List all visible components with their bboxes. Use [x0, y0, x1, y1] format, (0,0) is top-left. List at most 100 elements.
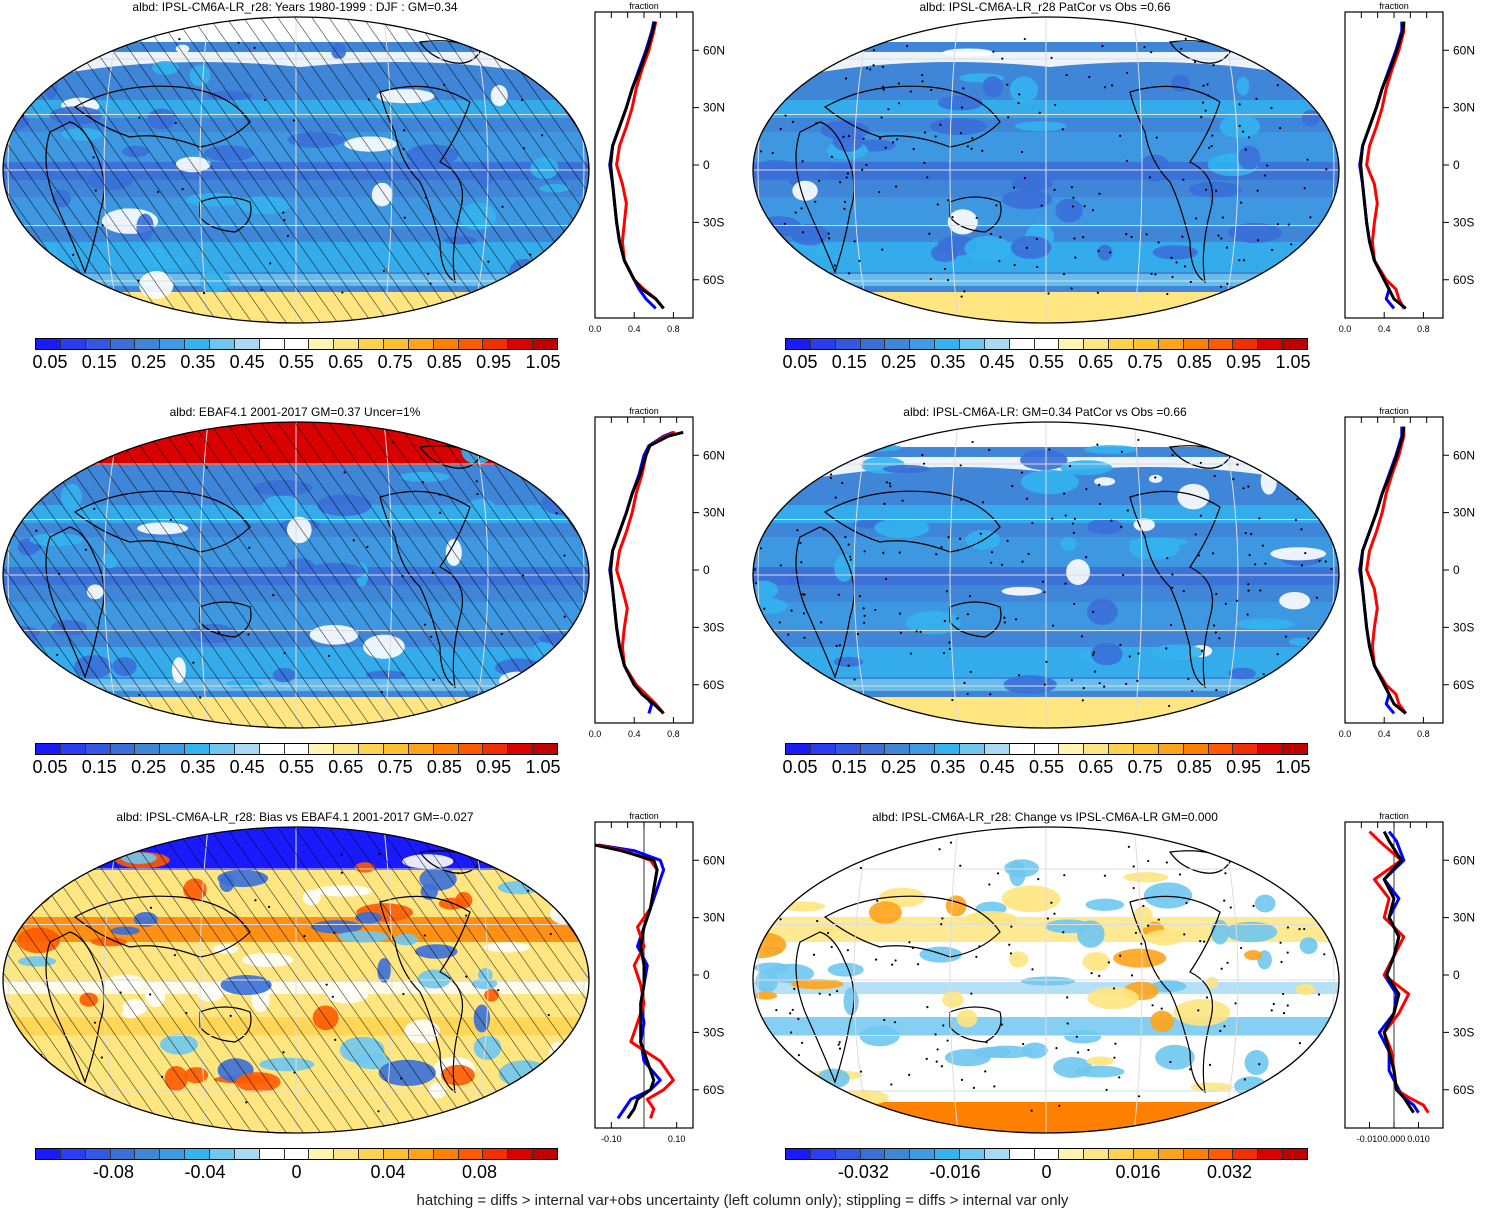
colorbar-swatch: [309, 744, 335, 754]
colorbar-label: 0: [291, 1162, 302, 1182]
colorbar-label: 0.55: [1028, 757, 1065, 777]
colorbar-label: 0.15: [81, 352, 117, 372]
zonal-profile: fraction 60N 30N 0 30S 60S 0.0 0.4 0.8: [1339, 406, 1475, 739]
colorbar-swatch: [185, 339, 211, 349]
lat-tick-label: 60S: [1453, 273, 1474, 287]
x-tick-label: 0.8: [667, 324, 680, 334]
colorbar-swatch: [860, 1149, 886, 1159]
map-title: albd: IPSL-CM6A-LR_r28: Change vs IPSL-C…: [872, 810, 1218, 824]
colorbar-swatch: [860, 744, 886, 754]
colorbar-swatch: [835, 1149, 861, 1159]
lat-tick-label: 0: [1453, 563, 1460, 577]
x-tick-label: -0.10: [601, 1134, 622, 1144]
colorbar-swatch: [60, 339, 86, 349]
colorbar-label: 0.75: [1127, 757, 1163, 777]
colorbar-swatch: [284, 744, 310, 754]
colorbar-swatch: [433, 339, 459, 349]
colorbar-swatch: [960, 1149, 985, 1159]
x-tick-label: 0.0: [1339, 729, 1352, 739]
colorbar-swatch: [935, 339, 961, 349]
colorbar-label: 0.75: [377, 352, 413, 372]
colorbar-swatch: [458, 744, 484, 754]
colorbar-swatch: [433, 744, 459, 754]
colorbar-swatch: [36, 744, 61, 754]
colorbar-swatch: [408, 339, 434, 349]
lat-tick-label: 0: [703, 158, 710, 172]
colorbar-label: 0.35: [930, 757, 966, 777]
colorbar-swatch: [1233, 1149, 1259, 1159]
x-tick-label: 0.0: [589, 324, 602, 334]
x-tick-label: 0.0: [1339, 324, 1352, 334]
colorbar-swatch: [85, 339, 111, 349]
colorbar-label: 0.032: [1207, 1162, 1253, 1182]
lat-tick-label: 60N: [703, 43, 725, 57]
map-title: albd: IPSL-CM6A-LR_r28: Years 1980-1999 …: [132, 0, 458, 14]
x-tick-label: 0.010: [1407, 1134, 1430, 1144]
colorbar-swatch: [359, 744, 385, 754]
lat-tick-label: 0: [703, 563, 710, 577]
lat-tick-label: 30N: [703, 911, 725, 925]
x-tick-label: -0.010: [1357, 1134, 1383, 1144]
colorbar-swatch: [1059, 744, 1085, 754]
colorbar-swatch: [1084, 744, 1110, 754]
colorbar-swatch: [234, 339, 260, 349]
colorbar-label: 0.45: [229, 352, 265, 372]
colorbar-swatch: [508, 744, 534, 754]
colorbar-label: 0.85: [426, 352, 462, 372]
colorbar-swatch: [1109, 744, 1135, 754]
colorbar-swatch: [334, 744, 360, 754]
colorbar-swatch: [110, 339, 136, 349]
map-title: albd: IPSL-CM6A-LR_r28 PatCor vs Obs =0.…: [919, 0, 1171, 14]
colorbar-swatch: [1183, 339, 1209, 349]
colorbar-swatch: [1158, 339, 1184, 349]
colorbar-swatch: [533, 339, 558, 349]
colorbar-swatch: [334, 1149, 360, 1159]
colorbar-label: 0.95: [476, 352, 512, 372]
colorbar-swatch: [508, 1149, 534, 1159]
colorbar-label: 0.95: [1226, 757, 1262, 777]
lat-tick-label: 60N: [1453, 448, 1475, 462]
colorbar-label: 0.65: [328, 757, 364, 777]
lat-tick-label: 60N: [703, 853, 725, 867]
colorbar-swatch: [835, 744, 861, 754]
zonal-profile: fraction 60N 30N 0 30S 60S 0.0 0.4 0.8: [589, 1, 725, 334]
colorbar-swatch: [1183, 744, 1209, 754]
x-tick-label: 0.8: [667, 729, 680, 739]
colorbar-label: -0.08: [92, 1162, 134, 1182]
zonal-profile: fraction 60N 30N 0 30S 60S 0.0 0.4 0.8: [589, 406, 725, 739]
panel-p1: albd: IPSL-CM6A-LR_r28: Years 1980-1999 …: [0, 0, 745, 400]
profile-label: fraction: [629, 406, 659, 416]
colorbar-label: 1.05: [525, 757, 561, 777]
colorbar-swatch: [1283, 744, 1308, 754]
panel-p3: albd: EBAF4.1 2001-2017 GM=0.37 Uncer=1%…: [0, 405, 745, 805]
colorbar-swatch: [408, 1149, 434, 1159]
lat-tick-label: 0: [703, 968, 710, 982]
colorbar-swatch: [786, 744, 811, 754]
colorbar-label: -0.04: [184, 1162, 226, 1182]
colorbar-swatch: [259, 339, 285, 349]
colorbar-label: 0.15: [81, 757, 117, 777]
colorbar-swatch: [160, 744, 186, 754]
colorbar-label: 0.05: [782, 352, 818, 372]
colorbar-swatch: [1233, 744, 1259, 754]
lat-tick-label: 30N: [1453, 911, 1475, 925]
colorbar-label: 0: [1041, 1162, 1052, 1182]
lat-tick-label: 30N: [703, 101, 725, 115]
colorbar-swatch: [786, 1149, 811, 1159]
colorbar-swatch: [259, 1149, 285, 1159]
lat-tick-label: 60N: [1453, 43, 1475, 57]
colorbar-label: 0.55: [278, 757, 315, 777]
colorbar-swatch: [786, 339, 811, 349]
colorbar-swatch: [1109, 339, 1135, 349]
colorbar-swatch: [210, 339, 235, 349]
colorbar-swatch: [1009, 339, 1035, 349]
colorbar-swatch: [1134, 339, 1159, 349]
x-tick-label: 0.10: [668, 1134, 686, 1144]
colorbar-swatch: [1183, 1149, 1209, 1159]
colorbar-swatch: [408, 744, 434, 754]
colorbar-swatch: [935, 744, 961, 754]
colorbar-swatch: [309, 1149, 335, 1159]
colorbar-swatch: [483, 744, 509, 754]
colorbar-swatch: [984, 744, 1010, 754]
colorbar-label: 0.35: [180, 352, 216, 372]
